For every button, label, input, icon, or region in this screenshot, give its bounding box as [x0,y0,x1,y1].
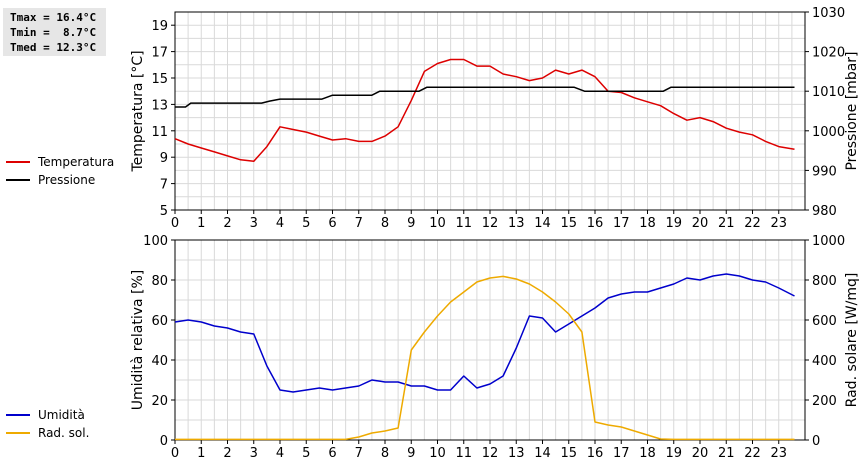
y2-tick-label: 600 [812,314,837,329]
y2-tick-label: 990 [812,164,837,179]
x-tick-label: 18 [639,446,656,460]
x-tick-label: 8 [381,216,389,231]
x-tick-label: 2 [223,216,231,231]
y2-tick-label: 980 [812,204,837,219]
x-tick-label: 17 [613,446,630,460]
x-tick-label: 4 [276,216,284,231]
x-tick-label: 10 [429,446,446,460]
tmax-label: Tmax = 16.4°C [10,11,97,24]
x-tick-label: 11 [455,446,472,460]
x-tick-label: 16 [587,216,604,231]
y-axis-label: Umidità relativa [%] [130,270,146,411]
x-tick-label: 4 [276,446,284,460]
y-tick-label: 9 [160,151,168,166]
x-tick-label: 18 [639,216,656,231]
y2-tick-label: 1000 [812,234,845,249]
y2-tick-label: 0 [812,434,820,449]
x-tick-label: 14 [534,216,551,231]
y2-tick-label: 1000 [812,125,845,140]
y-tick-label: 60 [151,314,168,329]
y2-tick-label: 800 [812,274,837,289]
series-line-temperatura [174,58,795,162]
x-tick-label: 3 [250,446,258,460]
y2-tick-label: 1010 [812,85,845,100]
x-tick-label: 14 [534,446,551,460]
y2-tick-label: 1020 [812,46,845,61]
x-tick-label: 16 [587,446,604,460]
y-tick-label: 80 [151,274,168,289]
x-tick-label: 12 [482,216,499,231]
y-tick-label: 40 [151,354,168,369]
x-tick-label: 23 [770,446,787,460]
y-tick-label: 15 [151,72,168,87]
x-tick-label: 7 [355,446,363,460]
y2-tick-label: 200 [812,394,837,409]
x-tick-label: 0 [171,446,179,460]
y-tick-label: 5 [160,204,168,219]
y-tick-label: 0 [160,434,168,449]
series-line-umidit [174,273,795,393]
y-tick-label: 20 [151,394,168,409]
legend-label: Temperatura [37,155,114,169]
y2-tick-label: 1030 [812,6,845,21]
x-tick-label: 8 [381,446,389,460]
x-tick-label: 6 [328,446,336,460]
legend-label: Rad. sol. [38,426,89,440]
y2-axis-label: Rad. solare [W/mq] [844,273,860,408]
x-tick-label: 12 [482,446,499,460]
x-tick-label: 3 [250,216,258,231]
x-tick-label: 5 [302,446,310,460]
tmin-label: Tmin = 8.7°C [10,26,97,39]
y-tick-label: 100 [143,234,168,249]
x-tick-label: 19 [665,446,682,460]
x-tick-label: 17 [613,216,630,231]
x-tick-label: 6 [328,216,336,231]
x-tick-label: 5 [302,216,310,231]
legend-label: Pressione [38,173,95,187]
x-tick-label: 21 [718,446,735,460]
x-tick-label: 22 [744,446,761,460]
x-tick-label: 22 [744,216,761,231]
x-tick-label: 9 [407,446,415,460]
x-tick-label: 23 [770,216,787,231]
y-tick-label: 7 [160,178,168,193]
series-line-rad-sol [175,275,795,441]
x-tick-label: 13 [508,446,525,460]
x-tick-label: 19 [665,216,682,231]
y-tick-label: 17 [151,46,168,61]
x-tick-label: 20 [692,216,709,231]
x-tick-label: 15 [560,216,577,231]
x-tick-label: 2 [223,446,231,460]
x-tick-label: 15 [560,446,577,460]
chart-panel-bottom: 0 1 2 3 4 5 6 7 8 9 10 11 12 13 14 15 16 17 18 19 20 21 22 2302… [6,234,860,460]
chart-panel-top: 0 1 2 3 4 5 6 7 8 9 10 11 12 13 14 15 16 17 18 19 20 21 22 2357… [6,6,860,231]
x-tick-label: 9 [407,216,415,231]
x-tick-label: 20 [692,446,709,460]
series-line-pressione [175,86,795,108]
x-tick-label: 1 [197,446,205,460]
tmed-label: Tmed = 12.3°C [10,41,97,54]
y-axis-label: Temperatura [°C] [130,50,146,172]
x-tick-label: 10 [429,216,446,231]
x-tick-label: 1 [197,216,205,231]
y-tick-label: 13 [151,98,168,113]
y2-axis-label: Pressione [mbar] [844,51,860,170]
x-tick-label: 13 [508,216,525,231]
x-tick-label: 7 [355,216,363,231]
x-tick-label: 21 [718,216,735,231]
y-tick-label: 19 [151,19,168,34]
x-tick-label: 0 [171,216,179,231]
y-tick-label: 11 [151,125,168,140]
stats-box: Tmax = 16.4°C Tmin = 8.7°C Tmed = 12.3°C [3,8,106,56]
x-tick-label: 11 [455,216,472,231]
y2-tick-label: 400 [812,354,837,369]
legend-label: Umidità [38,408,85,422]
